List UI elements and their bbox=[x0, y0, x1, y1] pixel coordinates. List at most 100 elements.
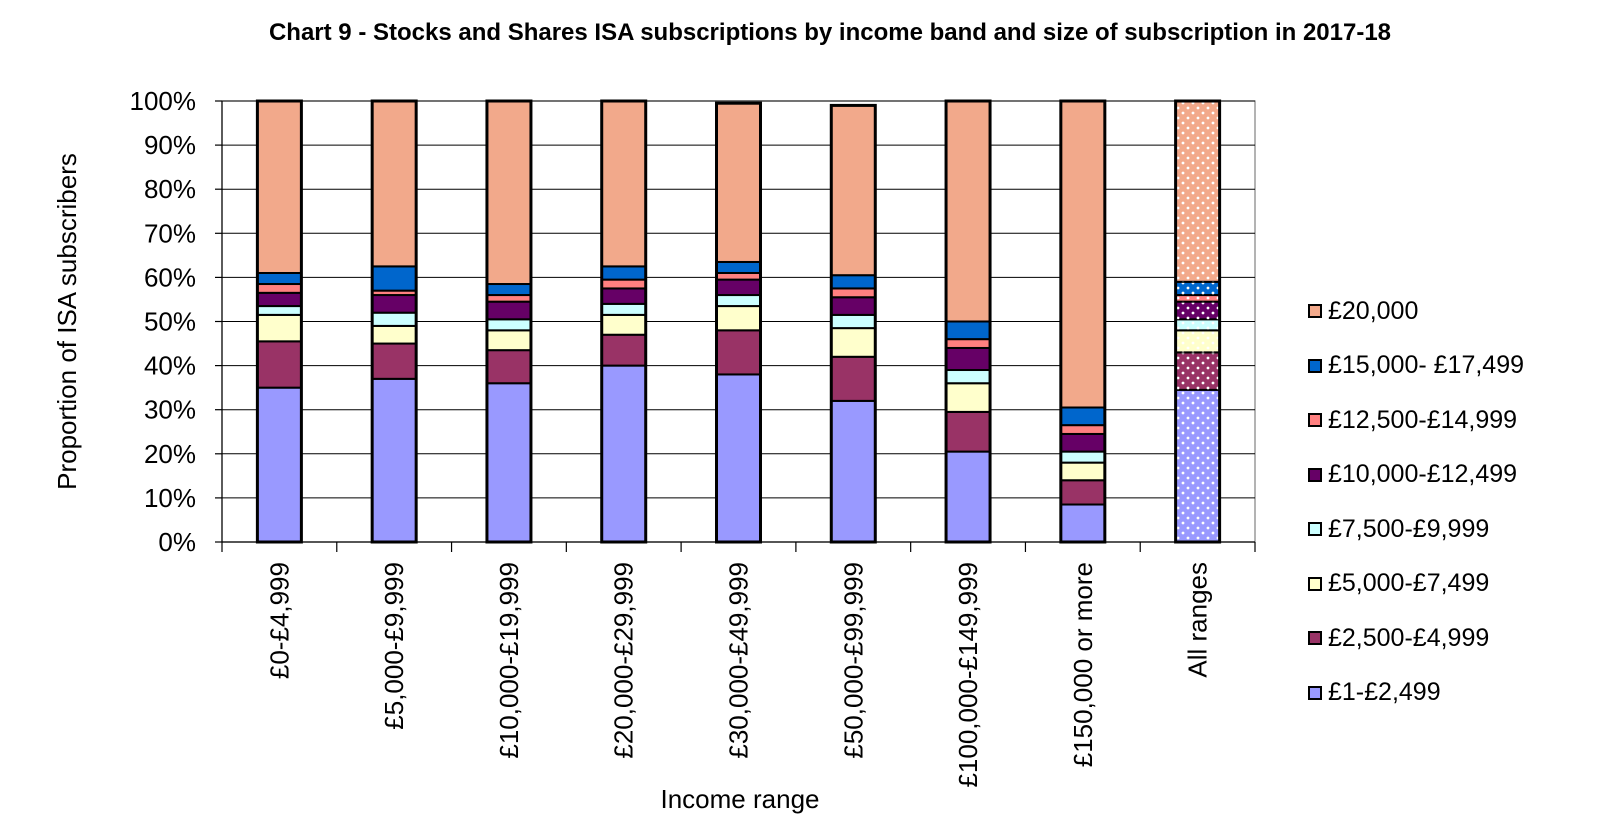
bar-segment bbox=[945, 320, 992, 341]
bar-segment bbox=[485, 100, 532, 286]
legend-label: £7,500-£9,999 bbox=[1328, 514, 1490, 543]
y-tick-label: 10% bbox=[144, 483, 196, 513]
bar-segment bbox=[485, 349, 532, 385]
legend-label: £12,500-£14,999 bbox=[1328, 405, 1518, 434]
bar-stack bbox=[255, 99, 303, 544]
bar-segment-pattern bbox=[1175, 281, 1220, 296]
bar-segment-pattern bbox=[1175, 352, 1220, 390]
legend-item: £2,500-£4,999 bbox=[1308, 623, 1489, 653]
bar-segment bbox=[1059, 503, 1106, 544]
bar-segment bbox=[945, 369, 992, 385]
bar-segment bbox=[256, 271, 303, 286]
bar-stack bbox=[600, 99, 648, 544]
y-tick-label: 40% bbox=[144, 351, 196, 381]
x-tick-label: £5,000-£9,999 bbox=[379, 562, 409, 730]
bar-segment bbox=[830, 104, 877, 277]
bar-segment bbox=[371, 324, 418, 345]
x-tick-label: £20,000-£29,999 bbox=[609, 562, 639, 759]
x-tick-label: £10,000-£19,999 bbox=[494, 562, 524, 759]
y-tick-label: 100% bbox=[130, 86, 197, 116]
bar-segment-pattern bbox=[1175, 295, 1220, 302]
bar-segment bbox=[256, 291, 303, 308]
bar-segment bbox=[600, 278, 647, 290]
bar-stack bbox=[944, 99, 992, 544]
chart-title: Chart 9 - Stocks and Shares ISA subscrip… bbox=[268, 19, 1392, 46]
y-tick-label: 30% bbox=[144, 395, 196, 425]
bar-segment bbox=[371, 377, 418, 543]
bar-segment bbox=[830, 287, 877, 299]
legend-label: £20,000 bbox=[1328, 296, 1419, 325]
y-tick-label: 50% bbox=[144, 307, 196, 337]
bar-segment bbox=[715, 260, 762, 274]
legend-swatch bbox=[1308, 631, 1322, 645]
bar-segment bbox=[371, 311, 418, 327]
bar-stack bbox=[370, 99, 418, 544]
bar-stack bbox=[485, 99, 533, 544]
legend-swatch bbox=[1308, 413, 1322, 427]
bar-segment bbox=[830, 274, 877, 290]
y-tick-label: 90% bbox=[144, 130, 196, 160]
bar-segment-pattern bbox=[1175, 101, 1220, 282]
bar-segment-pattern bbox=[1175, 330, 1220, 353]
x-tick-label: £150,000 or more bbox=[1068, 562, 1098, 767]
legend-swatch bbox=[1308, 522, 1322, 536]
bar-stack bbox=[1174, 99, 1222, 544]
bar-segment bbox=[715, 102, 762, 263]
x-tick-label: £30,000-£49,999 bbox=[724, 562, 754, 759]
bar-segment bbox=[371, 100, 418, 268]
bar-segment bbox=[1059, 479, 1106, 506]
legend-item: £20,000 bbox=[1308, 296, 1418, 326]
legend-label: £5,000-£7,499 bbox=[1328, 569, 1490, 597]
bar-segment bbox=[485, 329, 532, 352]
legend-item: £7,500-£9,999 bbox=[1308, 514, 1489, 544]
y-tick-label: 80% bbox=[144, 174, 196, 204]
legend-item: £12,500-£14,999 bbox=[1308, 405, 1517, 435]
bar-segment bbox=[256, 386, 303, 543]
bar-segment bbox=[256, 340, 303, 389]
y-tick-label: 70% bbox=[144, 218, 196, 248]
bar-stack bbox=[715, 101, 762, 544]
legend-swatch bbox=[1308, 467, 1322, 482]
bar-segment bbox=[485, 283, 532, 297]
bar-segment bbox=[600, 287, 647, 305]
bar-segment bbox=[485, 300, 532, 321]
legend-swatch bbox=[1308, 685, 1322, 700]
legend-label: £1-£2,499 bbox=[1328, 678, 1441, 706]
bar-segment bbox=[945, 410, 992, 453]
legend-item: £1-£2,499 bbox=[1308, 678, 1441, 708]
bar-segment bbox=[715, 305, 762, 332]
bar-segment bbox=[600, 364, 647, 543]
bar-segment bbox=[256, 305, 303, 316]
bar-segment bbox=[600, 333, 647, 367]
legend-swatch bbox=[1308, 304, 1322, 318]
bar-segment bbox=[715, 294, 762, 308]
legend-item: £10,000-£12,499 bbox=[1308, 460, 1517, 490]
legend-label: £10,000-£12,499 bbox=[1328, 460, 1518, 488]
x-tick-label: £0-£4,999 bbox=[264, 562, 294, 679]
bar-segment bbox=[945, 382, 992, 413]
bar-segment bbox=[715, 329, 762, 376]
legend-item: £15,000- £17,499 bbox=[1308, 351, 1524, 381]
bar-segment bbox=[945, 450, 992, 543]
legend-swatch bbox=[1308, 576, 1322, 591]
bar-segment-pattern bbox=[1175, 301, 1220, 320]
bar-segment-pattern bbox=[1175, 319, 1220, 331]
bar-segment bbox=[600, 265, 647, 281]
legend-swatch bbox=[1308, 358, 1322, 373]
bar-segment bbox=[945, 100, 992, 323]
legend-label: £15,000- £17,499 bbox=[1328, 351, 1525, 379]
x-tick-label: All ranges bbox=[1183, 562, 1213, 678]
bar-segment bbox=[830, 327, 877, 358]
bar-segment bbox=[600, 100, 647, 268]
bar-stack bbox=[829, 103, 877, 544]
bar-segment bbox=[945, 338, 992, 349]
y-tick-label: 60% bbox=[144, 262, 196, 292]
y-tick-label: 20% bbox=[144, 439, 196, 469]
y-tick-label: 0% bbox=[158, 527, 196, 557]
x-tick-label: £100,000-£149,999 bbox=[953, 562, 983, 788]
legend-item: £5,000-£7,499 bbox=[1308, 569, 1489, 599]
bar-segment bbox=[600, 302, 647, 316]
bar-segment bbox=[1059, 461, 1106, 482]
bar-segment bbox=[600, 313, 647, 336]
